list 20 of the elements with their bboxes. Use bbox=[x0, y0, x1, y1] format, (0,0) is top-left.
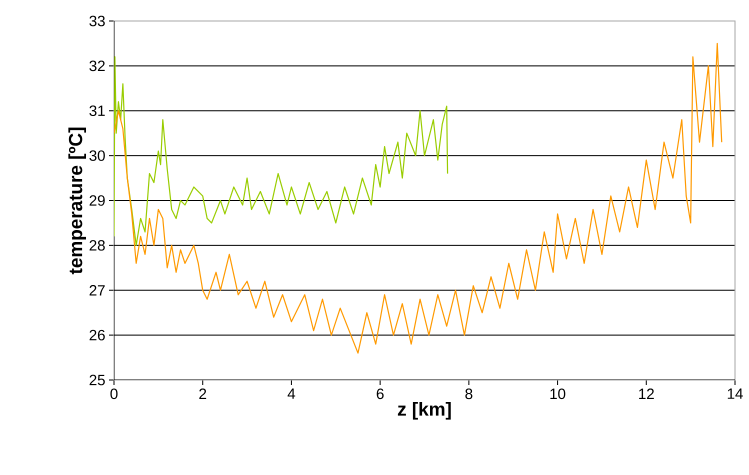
x-tick-label: 10 bbox=[550, 388, 566, 400]
x-tick-label: 0 bbox=[110, 388, 118, 400]
x-tick-label: 6 bbox=[376, 388, 384, 400]
y-tick-label: 30 bbox=[89, 150, 105, 161]
x-tick-label: 4 bbox=[288, 388, 296, 399]
x-axis-title: z [km] bbox=[398, 402, 451, 420]
y-tick-label: 29 bbox=[90, 195, 105, 206]
y-tick-label: 32 bbox=[89, 60, 105, 72]
y-tick-label: 26 bbox=[90, 330, 105, 340]
line-series bbox=[114, 56, 448, 246]
x-tick-label: 2 bbox=[199, 388, 206, 399]
y-axis-title: temperature [ºC] bbox=[68, 128, 86, 274]
y-tick-label: 28 bbox=[90, 240, 105, 251]
x-tick-label: 12 bbox=[639, 388, 654, 399]
x-tick-label: 14 bbox=[728, 388, 743, 399]
y-tick-label: 27 bbox=[90, 285, 105, 296]
y-tick-label: 33 bbox=[89, 16, 105, 26]
y-tick-label: 25 bbox=[90, 374, 105, 386]
y-tick-label: 31 bbox=[89, 105, 105, 116]
x-tick-label: 8 bbox=[465, 388, 472, 400]
